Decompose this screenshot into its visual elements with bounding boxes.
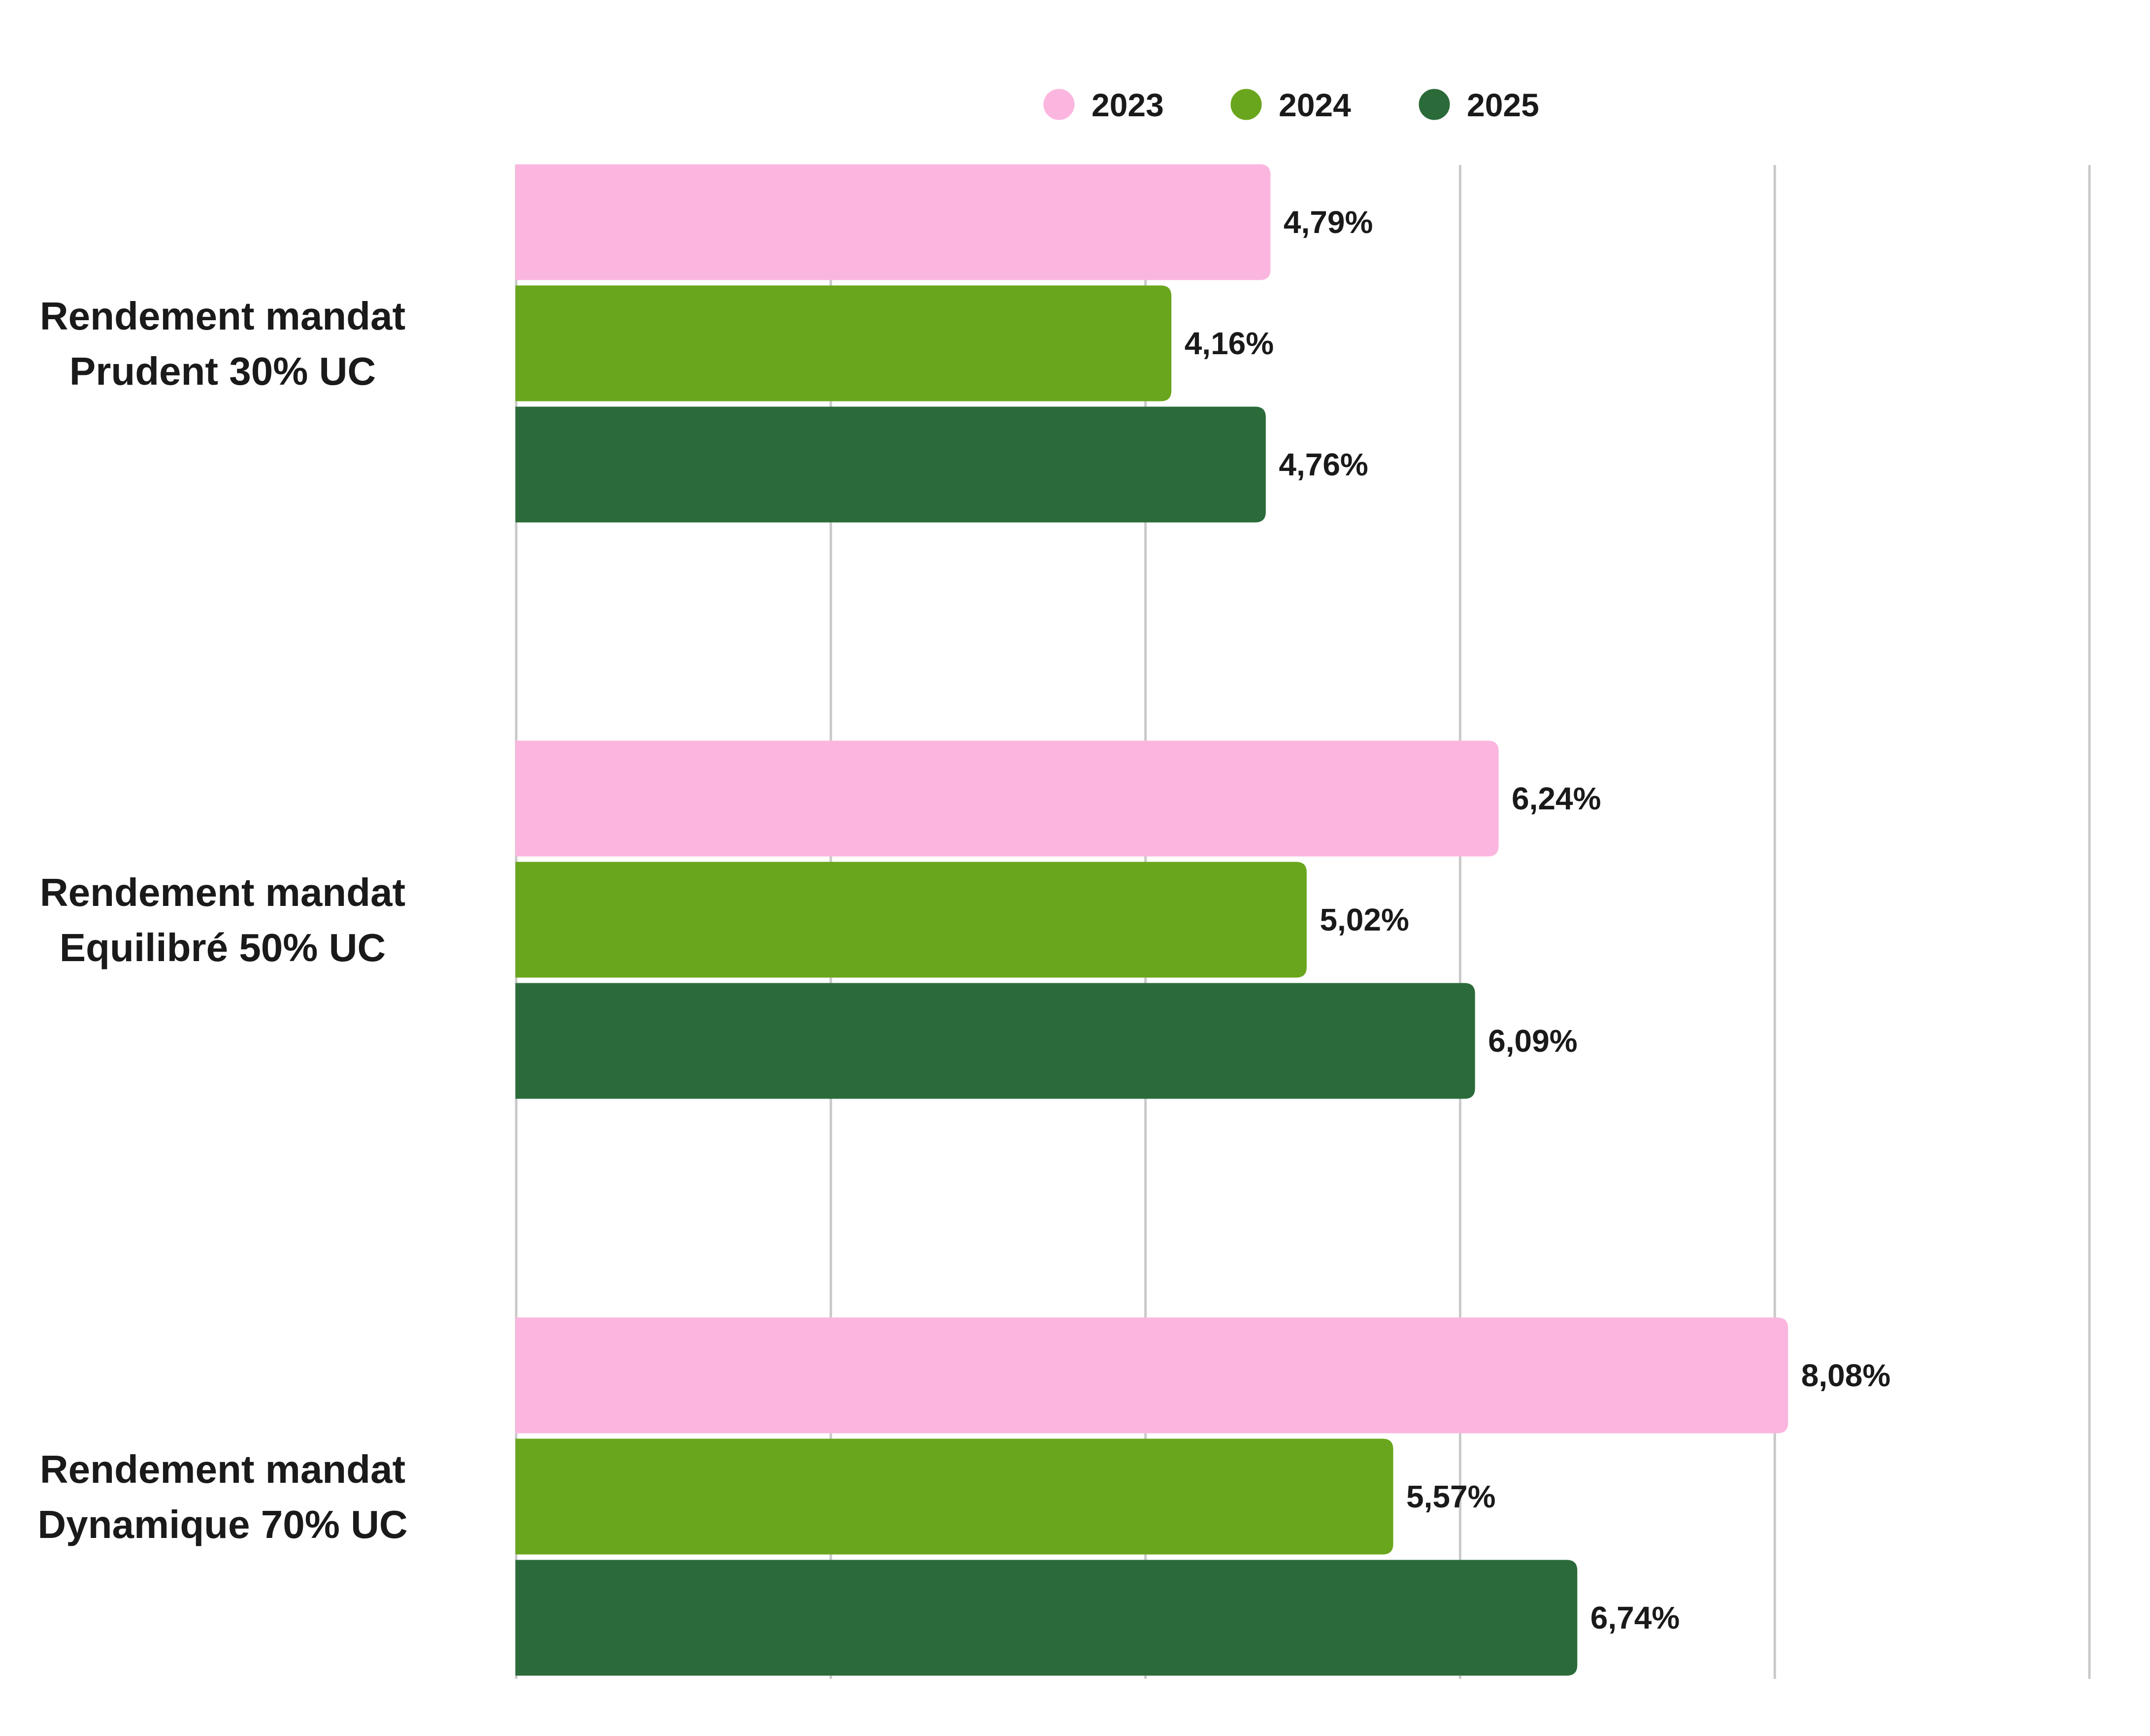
legend-swatch bbox=[1230, 89, 1262, 120]
bar-2023-2 bbox=[515, 1317, 1788, 1434]
value-label: 8,08% bbox=[1801, 1358, 1890, 1393]
category-label: Dynamique 70% UC bbox=[37, 1502, 407, 1546]
value-label: 5,02% bbox=[1320, 902, 1409, 937]
legend-label: 2025 bbox=[1467, 87, 1539, 123]
legend-label: 2024 bbox=[1279, 87, 1351, 123]
bar-2024-0 bbox=[515, 285, 1172, 401]
legend: 2023 2024 2025 bbox=[1043, 87, 1539, 123]
bar-2024-2 bbox=[515, 1438, 1393, 1555]
value-label: 4,79% bbox=[1284, 204, 1373, 240]
legend-label: 2023 bbox=[1092, 87, 1164, 123]
legend-item-2025: 2025 bbox=[1419, 87, 1539, 123]
legend-item-2023: 2023 bbox=[1043, 87, 1164, 123]
bars bbox=[515, 164, 1788, 1676]
legend-swatch bbox=[1419, 89, 1450, 120]
value-label: 4,76% bbox=[1279, 447, 1368, 482]
category-label: Rendement mandat bbox=[40, 1447, 405, 1491]
category-label: Rendement mandat bbox=[40, 870, 405, 914]
category-label: Equilibré 50% UC bbox=[60, 926, 386, 969]
value-labels: 4,79% 6,24% 8,08% 4,16% 5,02% 5,57% 4,76% 6,09%… bbox=[1185, 204, 1891, 1636]
category-label: Rendement mandat bbox=[40, 294, 405, 338]
category-label: Prudent 30% UC bbox=[69, 349, 376, 393]
value-label: 5,57% bbox=[1406, 1479, 1495, 1514]
legend-item-2024: 2024 bbox=[1230, 87, 1351, 123]
bar-2023-1 bbox=[515, 740, 1499, 857]
value-label: 6,09% bbox=[1488, 1023, 1577, 1059]
bar-2023-0 bbox=[515, 164, 1271, 280]
bar-2025-1 bbox=[515, 983, 1475, 1099]
value-label: 6,24% bbox=[1512, 781, 1601, 816]
legend-swatch bbox=[1043, 89, 1075, 120]
bar-2025-2 bbox=[515, 1560, 1578, 1676]
category-labels: Rendement mandat Prudent 30% UC Rendement … bbox=[37, 294, 407, 1546]
bar-2025-0 bbox=[515, 406, 1266, 523]
value-label: 4,16% bbox=[1185, 326, 1274, 361]
bar-2024-1 bbox=[515, 862, 1307, 978]
value-label: 6,74% bbox=[1590, 1600, 1680, 1636]
